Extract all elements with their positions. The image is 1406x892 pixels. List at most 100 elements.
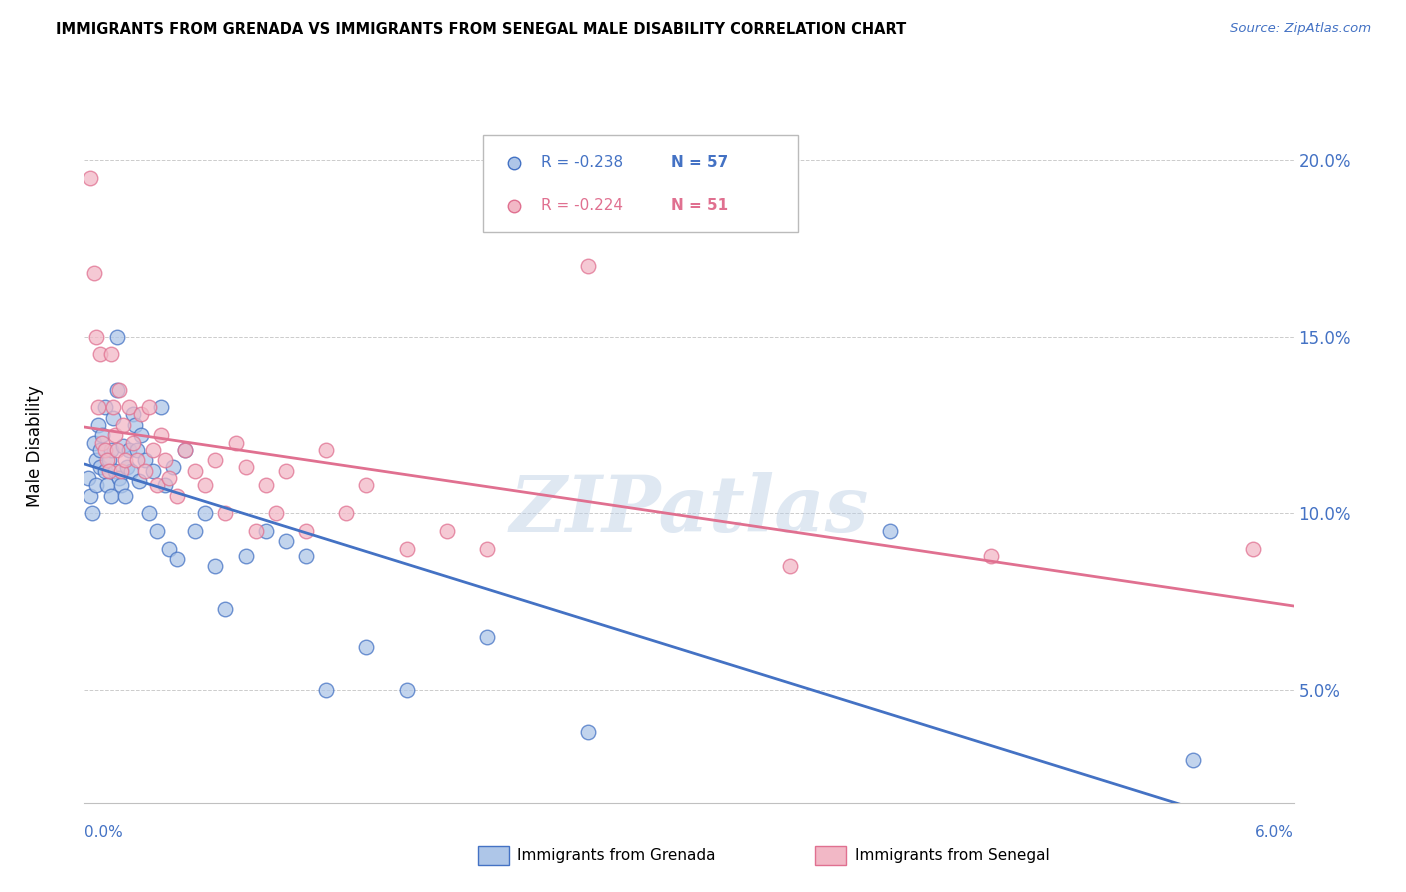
Point: [120, 464, 142, 478]
Point: [129, 428, 152, 442]
Text: 0.0%: 0.0%: [84, 825, 124, 840]
Text: N = 51: N = 51: [671, 198, 728, 213]
Point: [174, 442, 197, 457]
Point: [111, 439, 134, 453]
Point: [214, 506, 236, 520]
Point: [245, 524, 267, 538]
Point: [97, 453, 120, 467]
Point: [779, 559, 801, 574]
Text: Male Disability: Male Disability: [27, 385, 44, 507]
Text: 6.0%: 6.0%: [1254, 825, 1294, 840]
Text: Immigrants from Grenada: Immigrants from Grenada: [517, 848, 716, 863]
Point: [87, 401, 110, 415]
Point: [142, 442, 165, 457]
Point: [96, 478, 118, 492]
Point: [134, 453, 156, 467]
Point: [107, 471, 129, 485]
Bar: [478, 846, 509, 865]
Point: [79, 170, 101, 185]
Point: [82, 506, 104, 520]
Point: [101, 410, 124, 425]
Point: [118, 442, 141, 457]
Point: [114, 489, 136, 503]
Point: [87, 417, 110, 432]
Point: [1181, 753, 1204, 767]
Point: [134, 464, 156, 478]
Point: [83, 266, 105, 280]
Point: [356, 478, 378, 492]
Point: [162, 460, 184, 475]
Point: [153, 453, 176, 467]
Text: IMMIGRANTS FROM GRENADA VS IMMIGRANTS FROM SENEGAL MALE DISABILITY CORRELATION C: IMMIGRANTS FROM GRENADA VS IMMIGRANTS FR…: [56, 22, 907, 37]
Point: [184, 524, 207, 538]
Point: [89, 442, 111, 457]
Point: [142, 464, 165, 478]
Point: [125, 453, 148, 467]
Point: [86, 478, 108, 492]
Point: [235, 460, 257, 475]
Point: [149, 428, 172, 442]
Point: [184, 464, 207, 478]
Point: [274, 464, 297, 478]
Text: R = -0.238: R = -0.238: [541, 155, 623, 170]
Point: [879, 524, 901, 538]
Point: [86, 329, 108, 343]
Point: [121, 435, 143, 450]
Point: [576, 725, 599, 739]
Point: [214, 601, 236, 615]
Point: [980, 549, 1002, 563]
Point: [89, 460, 111, 475]
Point: [105, 329, 128, 343]
Point: [315, 442, 337, 457]
Point: [295, 549, 318, 563]
Point: [96, 453, 118, 467]
Point: [93, 442, 115, 457]
Bar: [815, 846, 846, 865]
Point: [118, 401, 141, 415]
Point: [124, 417, 146, 432]
Point: [174, 442, 197, 457]
Point: [101, 401, 124, 415]
Point: [254, 524, 277, 538]
Point: [83, 435, 105, 450]
Point: [128, 475, 150, 489]
Text: ZIPatlas: ZIPatlas: [509, 473, 869, 549]
Point: [204, 453, 226, 467]
Point: [104, 464, 127, 478]
Point: [315, 682, 337, 697]
Point: [79, 489, 101, 503]
Point: [111, 417, 134, 432]
Point: [166, 552, 188, 566]
Point: [576, 259, 599, 273]
Point: [235, 549, 257, 563]
Point: [335, 506, 357, 520]
Point: [86, 453, 108, 467]
Point: [204, 559, 226, 574]
Point: [153, 478, 176, 492]
FancyBboxPatch shape: [484, 135, 797, 232]
Point: [254, 478, 277, 492]
Point: [274, 534, 297, 549]
Point: [125, 442, 148, 457]
Point: [157, 471, 180, 485]
Point: [89, 347, 111, 361]
Point: [107, 383, 129, 397]
Point: [194, 506, 217, 520]
Point: [149, 401, 172, 415]
Point: [110, 464, 132, 478]
Point: [264, 506, 287, 520]
Point: [194, 478, 217, 492]
Point: [110, 478, 132, 492]
Point: [105, 442, 128, 457]
Text: Immigrants from Senegal: Immigrants from Senegal: [855, 848, 1050, 863]
Point: [121, 407, 143, 421]
Point: [477, 630, 499, 644]
Point: [97, 464, 120, 478]
Point: [295, 524, 318, 538]
Text: N = 57: N = 57: [671, 155, 728, 170]
Point: [104, 428, 127, 442]
Point: [114, 453, 136, 467]
Point: [105, 383, 128, 397]
Point: [146, 524, 169, 538]
Point: [138, 506, 160, 520]
